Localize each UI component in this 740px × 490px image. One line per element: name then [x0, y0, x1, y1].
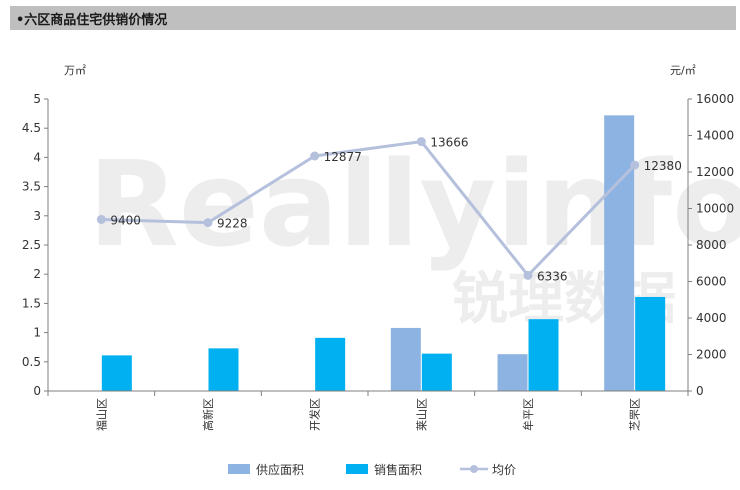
legend-label-supply: 供应面积 — [256, 462, 304, 477]
price-line-path — [101, 140, 636, 277]
left-tick-label: 2 — [33, 267, 41, 281]
price-marker-2 — [310, 151, 320, 161]
bar-sales-0 — [101, 355, 132, 391]
price-label-4: 6336 — [537, 269, 568, 283]
category-label-4: 牟平区 — [521, 398, 535, 431]
bar-sales-4 — [528, 319, 559, 391]
bars — [101, 115, 666, 392]
category-label-2: 开发区 — [308, 398, 322, 431]
bar-sales-3 — [421, 353, 452, 391]
x-axis: 福山区 高新区 开发区 莱山区 牟平区 芝罘区 — [47, 390, 689, 431]
category-label-3: 莱山区 — [415, 398, 428, 431]
left-tick-label: 4.5 — [22, 121, 41, 135]
right-tick-label: 8000 — [696, 238, 727, 252]
right-tick-label: 2000 — [696, 348, 727, 362]
left-tick-label: 3.5 — [22, 180, 41, 194]
left-tick-label: 5 — [33, 92, 41, 106]
price-label-0: 9400 — [110, 213, 141, 227]
legend-label-price: 均价 — [492, 463, 516, 477]
price-marker-1 — [203, 218, 213, 228]
bar-sales-1 — [208, 348, 239, 391]
price-marker-5 — [630, 160, 640, 170]
legend-swatch-sales — [346, 464, 368, 474]
left-tick-label: 1.5 — [22, 296, 41, 310]
left-tick-label: 1 — [33, 326, 41, 340]
price-line: 9400 9228 12877 13666 6336 12380 — [96, 136, 682, 283]
legend-item-sales: 销售面积 — [346, 462, 422, 477]
price-label-1: 9228 — [217, 217, 248, 231]
legend-item-supply: 供应面积 — [228, 462, 304, 477]
left-tick-label: 0 — [33, 384, 41, 398]
left-tick-label: 2.5 — [22, 238, 41, 252]
legend-label-sales: 销售面积 — [374, 462, 422, 477]
bar-sales-5 — [635, 296, 666, 391]
chart-title: •六区商品住宅供销价情况 — [16, 13, 168, 28]
price-label-2: 12877 — [324, 150, 362, 164]
right-tick-label: 14000 — [696, 129, 734, 143]
left-tick-label: 3 — [33, 209, 41, 223]
legend-item-price: 均价 — [460, 463, 516, 477]
legend: 供应面积 销售面积 均价 — [228, 462, 516, 477]
left-axis-unit: 万㎡ — [64, 64, 86, 77]
left-axis: 0 0.5 1 1.5 2 2.5 3 3.5 4 4.5 5 — [22, 92, 49, 398]
right-tick-label: 0 — [696, 384, 704, 398]
right-tick-label: 12000 — [696, 165, 734, 179]
right-tick-label: 6000 — [696, 275, 727, 289]
chart-title-bar: •六区商品住宅供销价情况 — [10, 6, 736, 30]
category-label-0: 福山区 — [94, 398, 108, 431]
legend-swatch-supply — [228, 464, 250, 474]
category-label-1: 高新区 — [201, 398, 215, 431]
left-tick-label: 4 — [33, 150, 41, 164]
left-tick-label: 0.5 — [22, 355, 41, 369]
right-tick-label: 4000 — [696, 311, 727, 325]
watermark-latin: Reallyinfo — [88, 135, 740, 273]
right-tick-label: 10000 — [696, 202, 734, 216]
legend-marker-price — [470, 465, 478, 473]
bar-supply-3 — [390, 327, 421, 391]
bar-sales-2 — [315, 337, 346, 391]
right-axis-unit: 元/㎡ — [670, 64, 696, 77]
right-tick-label: 16000 — [696, 92, 734, 106]
price-marker-3 — [416, 137, 426, 147]
right-axis: 0 2000 4000 6000 8000 10000 12000 14000 16000 — [687, 92, 734, 398]
price-marker-0 — [96, 214, 106, 224]
bar-supply-4 — [497, 354, 528, 391]
price-marker-4 — [523, 270, 533, 280]
price-label-5: 12380 — [644, 159, 682, 173]
bar-supply-5 — [604, 115, 635, 392]
category-label-5: 芝罘区 — [629, 398, 642, 431]
price-label-3: 13666 — [430, 136, 468, 150]
